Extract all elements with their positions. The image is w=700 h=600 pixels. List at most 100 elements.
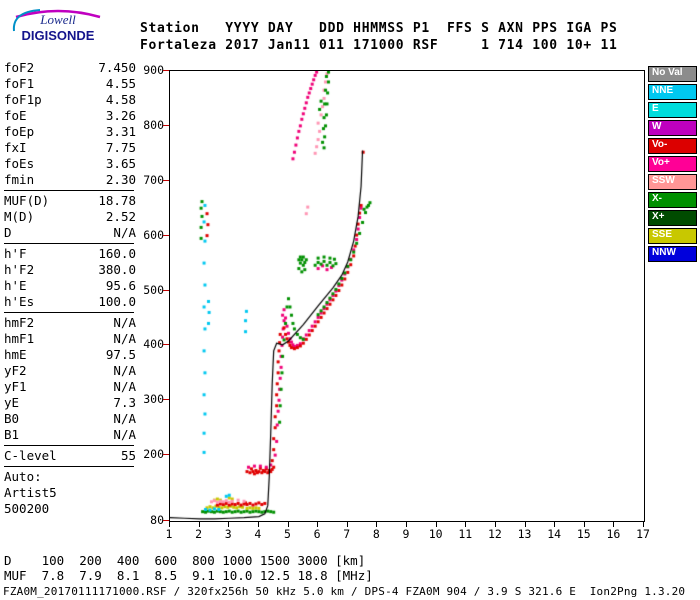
param-label: hmE (4, 347, 27, 362)
panel-divider (4, 190, 134, 191)
param-label: 500200 (4, 501, 50, 516)
param-label: foEs (4, 156, 35, 171)
param-row-foep: foEp 3.31 (4, 124, 136, 140)
param-row-b1: B1 N/A (4, 427, 136, 443)
param-value: 3.65 (105, 156, 136, 171)
param-row-yf1: yF1 N/A (4, 379, 136, 395)
x-axis-tick (287, 522, 289, 527)
y-axis-tick (163, 344, 169, 346)
param-value: 18.78 (98, 193, 136, 208)
param-row-fxi: fxI 7.75 (4, 140, 136, 156)
param-label: B1 (4, 427, 20, 442)
x-axis-label: 7 (343, 527, 351, 541)
param-label: fxI (4, 140, 27, 155)
y-axis-tick (163, 289, 169, 291)
param-row-fof1p: foF1p 4.58 (4, 92, 136, 108)
param-label: fmin (4, 172, 35, 187)
panel-divider (4, 243, 134, 244)
param-value: N/A (113, 379, 136, 394)
x-axis-label: 4 (254, 527, 262, 541)
param-value: 100.0 (98, 294, 136, 309)
param-label: foF1 (4, 76, 35, 91)
param-value: 160.0 (98, 246, 136, 261)
legend: No Val NNE E W Vo- Vo+ SSW X- X+ SSE NNW (648, 66, 698, 264)
x-axis-tick (317, 522, 319, 527)
x-axis-tick (346, 522, 348, 527)
legend-item-vo-: Vo- (648, 138, 697, 154)
param-label: foEp (4, 124, 35, 139)
param-value: N/A (113, 363, 136, 378)
param-value: 97.5 (105, 347, 136, 362)
header-line-2: Fortaleza 2017 Jan11 011 171000 RSF 1 71… (140, 38, 618, 53)
param-row-md: M(D) 2.52 (4, 209, 136, 225)
param-value: N/A (113, 411, 136, 426)
panel-divider (4, 445, 134, 446)
y-axis-label: 80 (150, 513, 164, 527)
x-axis-label: 8 (372, 527, 380, 541)
x-axis-tick (494, 522, 496, 527)
param-row-d: D N/A (4, 225, 136, 241)
x-axis-tick (554, 522, 556, 527)
status-bar: FZA0M_20170111171000.RSF / 320fx256h 50 … (3, 585, 686, 598)
param-label: yF2 (4, 363, 27, 378)
x-axis-label: 15 (576, 527, 591, 541)
y-axis-tick (163, 234, 169, 236)
x-axis-tick (406, 522, 407, 527)
y-axis-tick (163, 520, 169, 521)
x-axis-label: 11 (458, 527, 473, 541)
y-axis-label: 600 (143, 227, 164, 242)
logo-blue-arc (12, 9, 41, 32)
legend-item-x-: X+ (648, 210, 697, 226)
param-row-he: h'E 95.6 (4, 278, 136, 294)
x-axis-tick (169, 522, 170, 527)
x-axis-label: 5 (284, 527, 291, 541)
y-axis-label: 700 (143, 172, 164, 187)
y-axis-tick (163, 124, 169, 126)
param-value: 7.75 (105, 140, 136, 155)
legend-item-sse: SSE (648, 228, 697, 244)
param-row-foes: foEs 3.65 (4, 156, 136, 172)
param-value: 380.0 (98, 262, 136, 277)
legend-item-vo-: Vo+ (648, 156, 697, 172)
x-axis-tick (257, 522, 259, 527)
param-label: foF1p (4, 92, 42, 107)
x-axis-tick (583, 522, 585, 527)
param-value: N/A (113, 315, 136, 330)
param-label: h'F2 (4, 262, 35, 277)
panel-divider (4, 312, 134, 313)
param-value: 7.450 (98, 60, 136, 75)
x-axis-label: 16 (606, 527, 621, 541)
param-row-fof1: foF1 4.55 (4, 76, 136, 92)
param-row-fmin: fmin 2.30 (4, 172, 136, 188)
x-axis-tick (613, 522, 615, 527)
y-axis-label: 200 (143, 447, 164, 462)
lowell-digisonde-logo: Lowell DIGISONDE (6, 4, 110, 48)
panel-divider (4, 466, 134, 467)
x-axis-label: 9 (402, 527, 410, 541)
param-label: yF1 (4, 379, 27, 394)
header-line-1: Station YYYY DAY DDD HHMMSS P1 FFS S AXN… (140, 21, 618, 36)
param-row-hmf1: hmF1 N/A (4, 331, 136, 347)
param-row-auto: Auto: (4, 469, 136, 485)
param-row-yf2: yF2 N/A (4, 363, 136, 379)
parameter-panel: foF2 7.450 foF1 4.55 foF1p 4.58 foE 3.26 foEp 3.3… (4, 60, 136, 517)
x-axis-tick (198, 522, 200, 527)
x-axis-tick (228, 522, 230, 527)
y-axis-tick (163, 454, 169, 456)
param-label: C-level (4, 448, 57, 463)
x-axis-label: 6 (313, 527, 321, 541)
logo-graphic: Lowell DIGISONDE (12, 9, 101, 43)
param-row-fof2: foF2 7.450 (4, 60, 136, 76)
param-label: hmF1 (4, 331, 35, 346)
param-row-hes: h'Es 100.0 (4, 294, 136, 310)
param-row-artist5: Artist5 (4, 485, 136, 501)
x-axis-tick (643, 522, 644, 527)
param-label: h'F (4, 246, 27, 261)
x-axis-label: 13 (517, 527, 532, 541)
param-row-ye: yE 7.3 (4, 395, 136, 411)
y-axis-label: 900 (143, 63, 164, 77)
legend-item-nnw: NNW (648, 246, 697, 262)
x-axis-tick (524, 522, 526, 527)
logo-magenta-arc (15, 9, 101, 19)
param-label: MUF(D) (4, 193, 50, 208)
